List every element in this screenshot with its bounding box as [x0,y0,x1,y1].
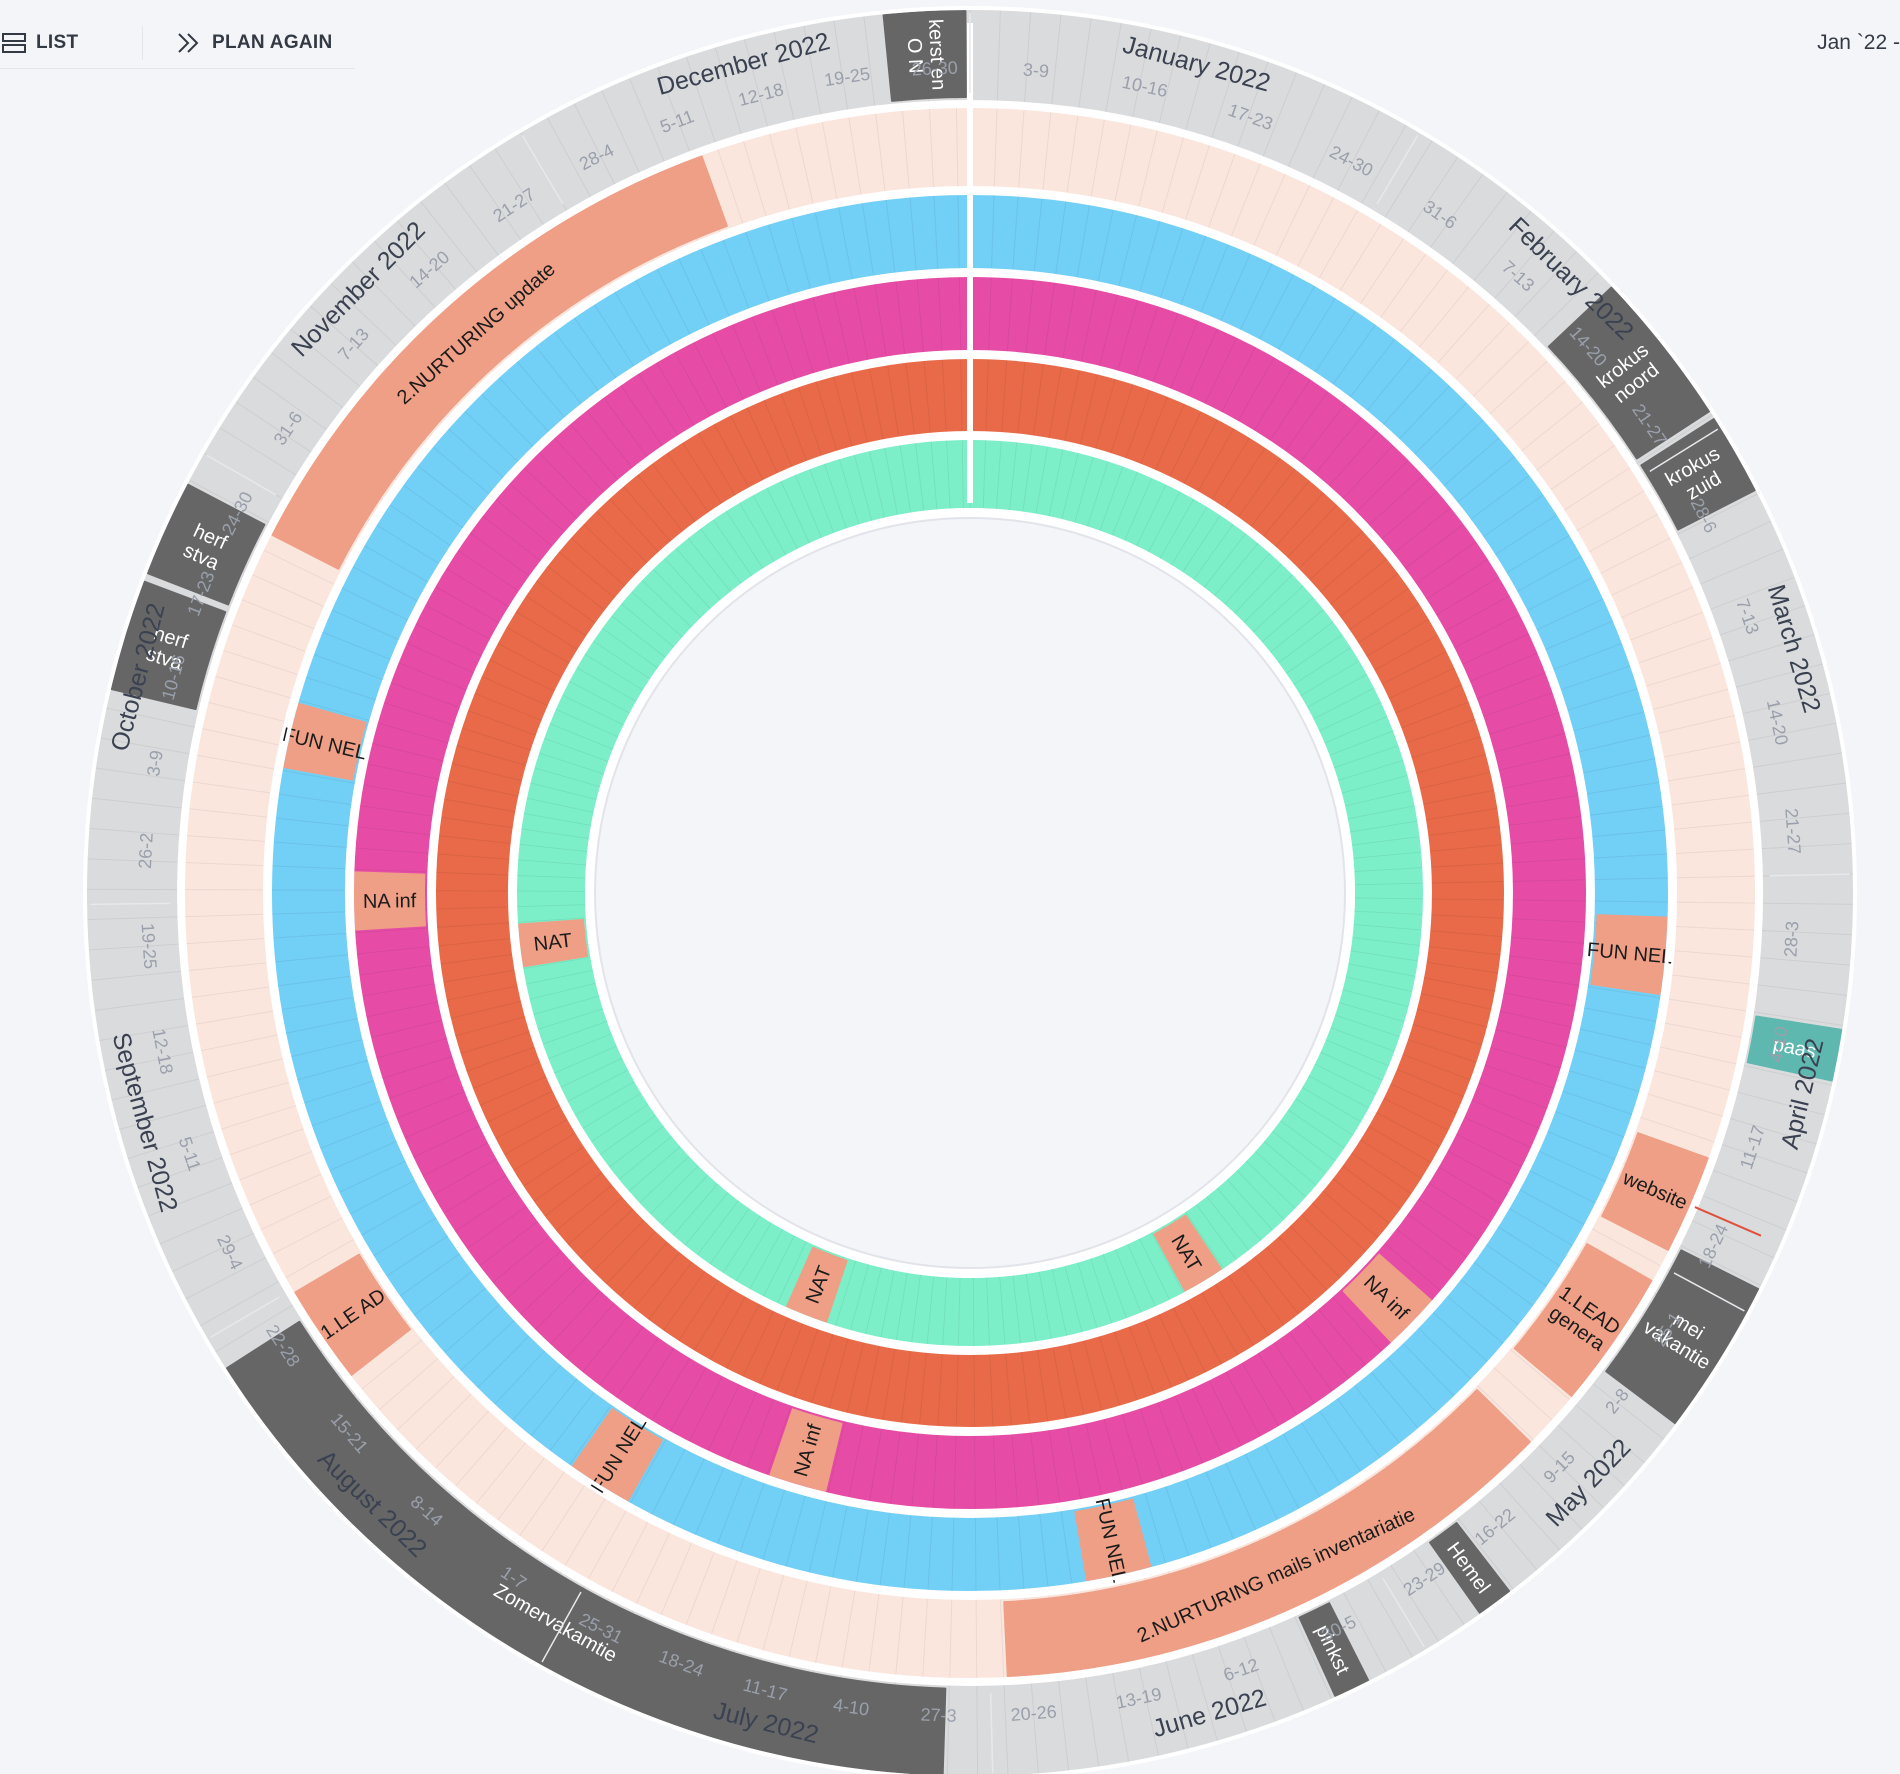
plan-again-button[interactable]: PLAN AGAIN [176,26,333,60]
event-1-lead-genera-block[interactable] [1513,1243,1653,1397]
event-fun-nel-block[interactable] [283,703,367,781]
event-1-le-ad-block[interactable] [294,1253,411,1376]
week-label: 3-9 [143,749,167,778]
ring-funnel[interactable] [270,193,1671,1593]
event-hemel-block[interactable] [1429,1522,1511,1614]
event-nat-block[interactable] [518,919,589,968]
event-label: herfstva [180,520,232,576]
today-marker [1694,1206,1762,1237]
event-herf-stva-block[interactable] [110,580,227,711]
event-na-inf-block[interactable] [354,871,426,931]
double-chevron-right-icon [178,33,199,53]
toolbar: LIST PLAN AGAIN [0,0,355,69]
wheel-center [594,517,1346,1269]
year-seam [967,23,973,503]
ring-main[interactable] [433,357,1506,1429]
ring-na-info-day-ticks [352,275,1588,1511]
event-nat-block[interactable] [786,1246,848,1323]
toolbar-divider [142,26,143,60]
list-icon [2,33,26,53]
week-label: 21-27 [1781,808,1804,855]
week-label: 3-9 [1022,59,1050,81]
event-krokus-noord-block[interactable] [1547,286,1710,460]
week-label: 28-3 [1780,920,1802,957]
month-separators [90,13,1850,1773]
ring-funnel-day-ticks [270,193,1670,1593]
event-website-block[interactable] [1601,1132,1709,1251]
event-na-inf-block[interactable] [769,1408,843,1492]
event-2-nurturing-update-block[interactable] [271,155,728,570]
event-krokus-zuid-block[interactable] [1640,418,1756,531]
week-label: 27-3 [920,1704,957,1725]
event-label: NAT [533,930,574,956]
plan-again-label: PLAN AGAIN [212,32,333,53]
event-na-inf-block[interactable] [1342,1253,1432,1343]
week-label: 26-30 [911,58,958,80]
date-range-selector[interactable]: Jan `22 - [1817,31,1900,54]
event-2-nurturing-mails-inventariatie-block[interactable] [1003,1389,1531,1678]
event-fun-nel-block[interactable] [1074,1498,1152,1582]
ring-nat[interactable] [514,438,1425,1348]
event-zomervakamtie-block[interactable] [225,1320,947,1774]
event-nat-block[interactable] [1153,1214,1222,1292]
ring-nat-day-ticks [515,438,1425,1348]
ring-main-day-ticks [434,357,1506,1429]
event-pinkst-block[interactable] [1298,1602,1370,1697]
event-herf-stva-block[interactable] [146,483,266,606]
event-mei-vakantie-block[interactable] [1605,1249,1760,1425]
event-paas-block[interactable] [1746,1015,1843,1082]
event-kerst-en-o-n-block[interactable] [882,10,967,102]
event-label: NA inf [363,890,417,913]
event-fun-nel-block[interactable] [1590,914,1668,996]
list-view-button[interactable]: LIST [2,26,78,60]
week-label: 26-2 [135,832,157,869]
ring-gap [83,6,1857,1774]
week-label: 20-26 [1010,1702,1057,1726]
event-label: kerst enO N [902,19,950,92]
ring-na-info[interactable] [351,275,1588,1512]
event-fun-nel-block[interactable] [572,1408,663,1502]
week-label: 19-25 [137,922,160,969]
list-view-label: LIST [36,32,79,53]
